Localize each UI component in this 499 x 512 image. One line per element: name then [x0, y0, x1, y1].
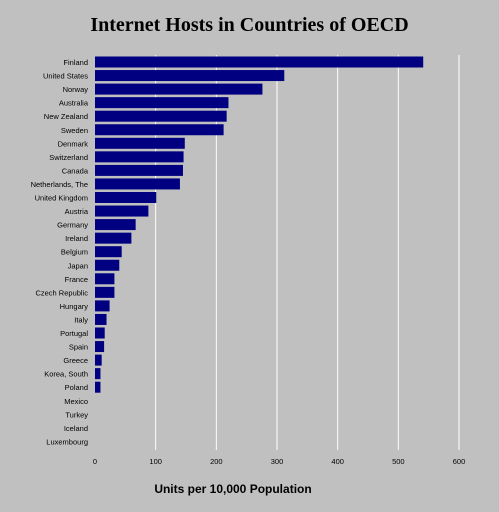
- bar: [95, 70, 285, 82]
- x-axis-title: Units per 10,000 Population: [154, 482, 312, 496]
- chart-title: Internet Hosts in Countries of OECD: [90, 14, 409, 36]
- x-tick-labels: 0 100 200 300 400 500 600: [93, 457, 465, 466]
- bar: [95, 178, 180, 190]
- bar: [95, 381, 101, 393]
- category-label: United States: [43, 72, 88, 81]
- category-label: Australia: [59, 99, 89, 108]
- bar: [95, 56, 424, 68]
- bar: [95, 286, 115, 298]
- bar: [95, 137, 185, 149]
- category-label: Japan: [68, 261, 88, 270]
- bar: [95, 368, 101, 380]
- bar: [95, 97, 229, 109]
- bar: [95, 192, 157, 203]
- category-label: Sweden: [61, 126, 88, 135]
- x-tick-label: 500: [392, 457, 405, 466]
- bars: [95, 56, 424, 393]
- bar: [95, 164, 183, 176]
- category-label: Norway: [63, 85, 89, 94]
- bar: [95, 300, 110, 312]
- category-label: Portugal: [60, 329, 88, 338]
- bar: [95, 273, 115, 285]
- category-label: Mexico: [64, 397, 88, 406]
- category-label: Spain: [69, 343, 88, 352]
- x-tick-label: 300: [271, 457, 284, 466]
- bar: [95, 313, 107, 325]
- x-tick-label: 200: [210, 457, 223, 466]
- category-label: Austria: [65, 207, 89, 216]
- category-label: Poland: [65, 383, 88, 392]
- category-label: Netherlands, The: [31, 180, 88, 189]
- category-label: Switzerland: [49, 153, 88, 162]
- category-label: Canada: [62, 166, 89, 175]
- bar: [95, 151, 184, 163]
- category-label: New Zealand: [44, 112, 88, 121]
- bar: [95, 232, 132, 244]
- category-label: Denmark: [58, 139, 89, 148]
- gridlines: [155, 55, 460, 450]
- bar: [95, 341, 105, 353]
- category-label: Ireland: [65, 234, 88, 243]
- category-label: Germany: [57, 221, 88, 230]
- category-label: Finland: [63, 58, 88, 67]
- category-label: United Kingdom: [35, 194, 88, 203]
- bar: [95, 246, 122, 258]
- x-tick-label: 600: [453, 457, 466, 466]
- bar: [95, 205, 149, 217]
- x-tick-label: 100: [149, 457, 162, 466]
- category-label: Iceland: [64, 424, 88, 433]
- bar: [95, 124, 224, 136]
- category-label: France: [65, 275, 88, 284]
- category-label: Italy: [74, 315, 88, 324]
- bar: [95, 110, 227, 122]
- x-tick-label: 0: [93, 457, 97, 466]
- category-label: Greece: [63, 356, 88, 365]
- category-label: Hungary: [60, 302, 89, 311]
- category-labels: Finland United States Norway Australia New Z…: [31, 58, 89, 446]
- bar: [95, 354, 102, 366]
- x-tick-label: 400: [331, 457, 344, 466]
- bar: [95, 259, 120, 271]
- bar: [95, 327, 105, 339]
- category-label: Belgium: [61, 248, 88, 257]
- category-label: Korea, South: [44, 370, 88, 379]
- category-label: Czech Republic: [35, 288, 88, 297]
- bar: [95, 219, 136, 231]
- category-label: Turkey: [65, 410, 88, 419]
- category-label: Luxembourg: [46, 437, 88, 446]
- bar: [95, 83, 263, 95]
